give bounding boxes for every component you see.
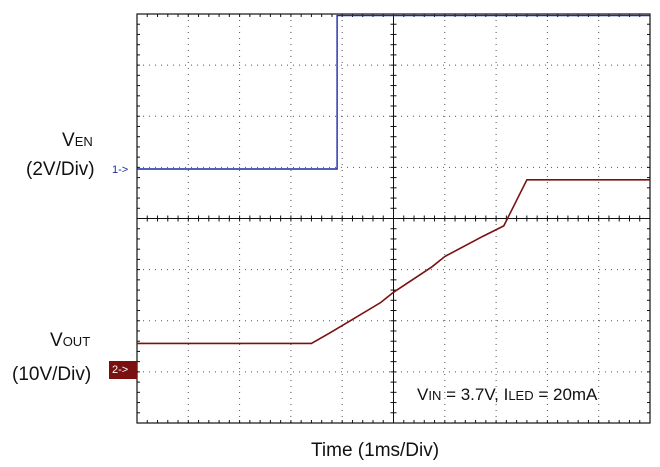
x-axis-label: Time (1ms/Div) [311,440,440,461]
plot-frame [136,13,651,424]
test-conditions-annotation: VIN = 3.7V, ILED = 20mA [417,385,598,404]
vout-label: VOUT [50,330,91,351]
graticule [136,13,651,424]
ven-trace [137,14,650,170]
ven-division-label: (2V/Div) [26,159,95,180]
vout-division-label: (10V/Div) [12,364,92,385]
vout-trace [137,179,650,345]
channel-1-marker: 1-> [112,164,129,176]
ven-label: VEN [62,130,93,151]
channel-2-marker: 2-> [109,361,137,379]
